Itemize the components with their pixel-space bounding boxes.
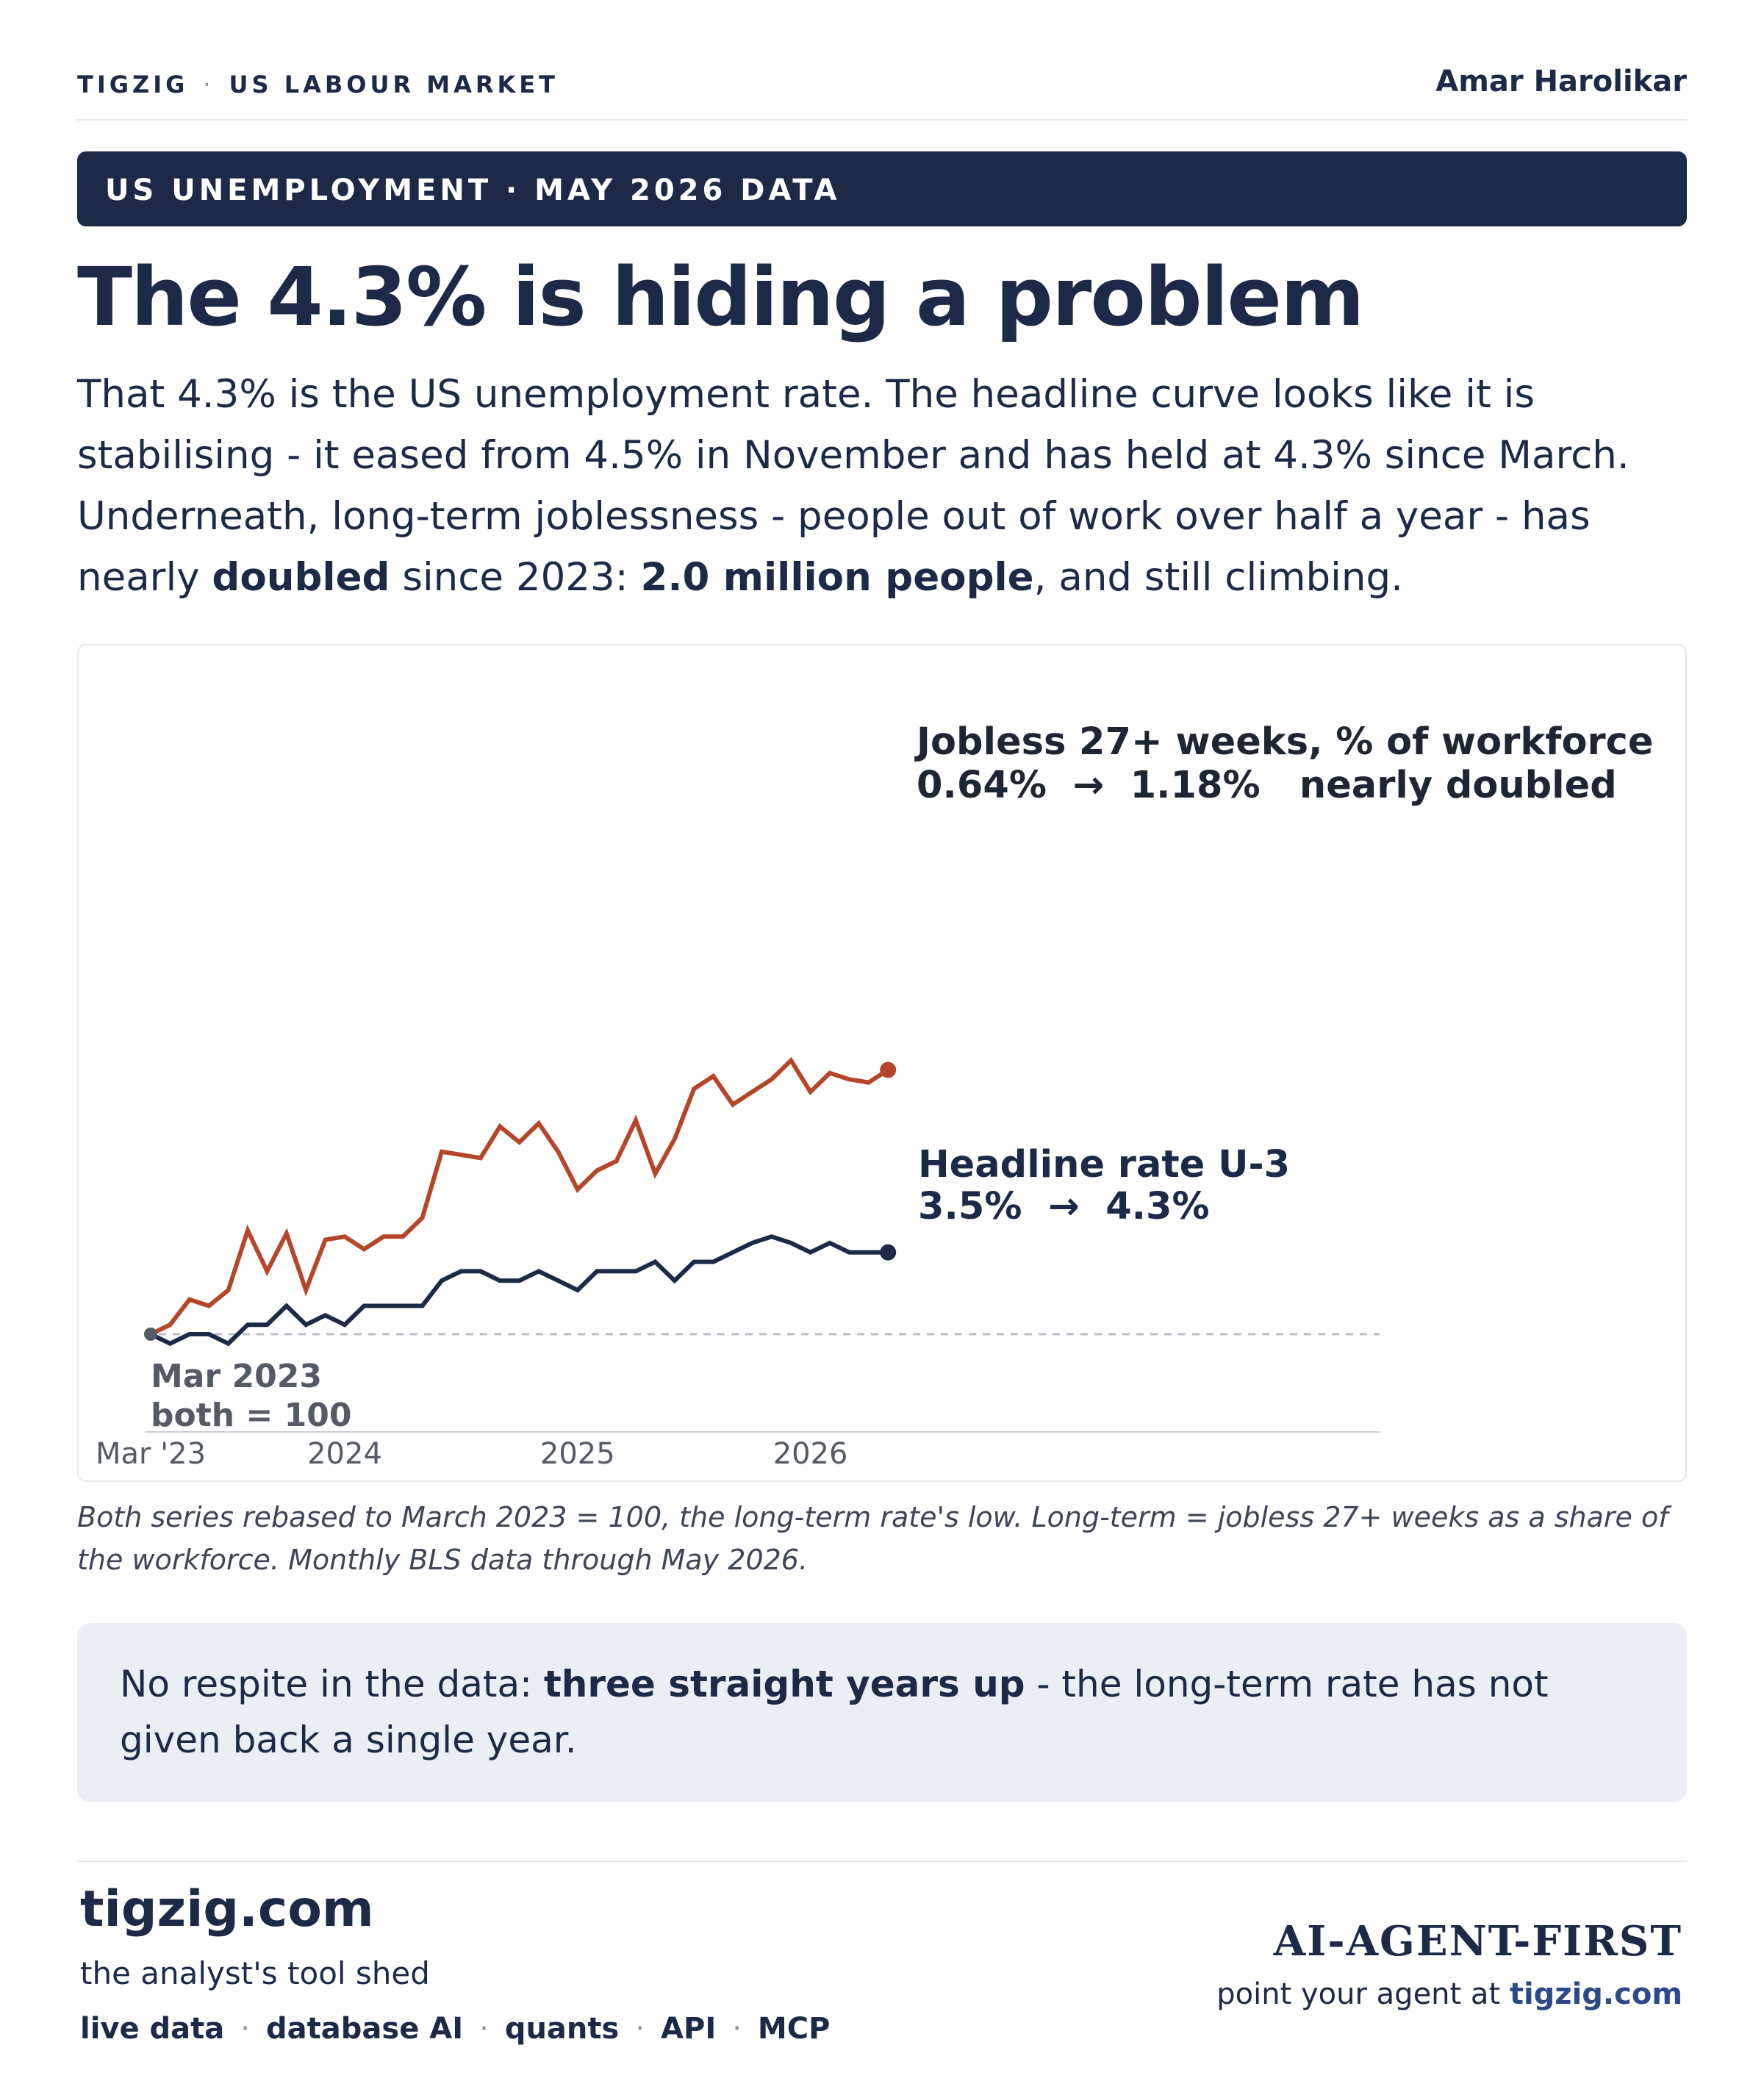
chart-card: Mar '23 2024 2025 2026 Mar 2023 both = 100 … <box>77 644 1687 1482</box>
topic-banner-text: US UNEMPLOYMENT · MAY 2026 DATA <box>105 173 841 207</box>
footer-link-live-data[interactable]: live data <box>80 2012 225 2046</box>
series-lines <box>148 1056 897 1347</box>
x-tick-label: 2025 <box>540 1437 615 1471</box>
x-tick-label: 2026 <box>773 1437 848 1471</box>
footer-link-api[interactable]: API <box>661 2012 717 2046</box>
top-bar: TIGZIG · US LABOUR MARKET Amar Harolikar <box>77 65 1687 103</box>
brand-name[interactable]: TIGZIG <box>77 71 189 99</box>
breadcrumb-separator: · <box>203 71 215 99</box>
series-end-point-long_term <box>880 1061 897 1078</box>
header-divider <box>77 119 1687 121</box>
topic-banner: US UNEMPLOYMENT · MAY 2026 DATA <box>77 151 1687 226</box>
baseline-start-dot <box>144 1328 157 1341</box>
long-term-label-line-2: 0.64% → 1.18% nearly doubled <box>917 764 1617 807</box>
footer-link-quants[interactable]: quants <box>504 2012 620 2046</box>
section-name[interactable]: US LABOUR MARKET <box>229 71 559 99</box>
x-tick-label: 2024 <box>307 1437 382 1471</box>
headline-label-line-2: 3.5% → 4.3% <box>918 1185 1210 1228</box>
footer-link-separator: · <box>732 2012 742 2046</box>
callout-box: No respite in the data: three straight y… <box>77 1623 1687 1802</box>
baseline-annotation-line-2: both = 100 <box>151 1397 351 1434</box>
long-term-label-line-1: Jobless 27+ weeks, % of workforce <box>914 720 1653 764</box>
agent-point-text: point your agent at tigzig.com <box>1216 1977 1682 2011</box>
brand-breadcrumb: TIGZIG · US LABOUR MARKET <box>77 71 559 99</box>
footer-link-separator: · <box>240 2012 251 2046</box>
footer-link-mcp[interactable]: MCP <box>757 2012 831 2046</box>
footer-link-database-ai[interactable]: database AI <box>266 2012 464 2046</box>
intro-bold-doubled: doubled <box>212 555 390 600</box>
line-chart: Mar '23 2024 2025 2026 Mar 2023 both = 100 … <box>96 720 1654 1471</box>
footer-tagline: the analyst's tool shed <box>80 1955 430 1991</box>
intro-text-1: That 4.3% is the US unemployment rate. T… <box>77 372 1629 600</box>
author-name: Amar Harolikar <box>1435 65 1687 99</box>
series-end-point-headline <box>880 1244 897 1261</box>
series-line-long_term <box>148 1056 891 1336</box>
chart-caption: Both series rebased to March 2023 = 100,… <box>77 1501 1668 1576</box>
footer-links: live data · database AI · quants · API · MCP <box>80 2012 830 2046</box>
intro-paragraph: That 4.3% is the US unemployment rate. T… <box>77 364 1687 608</box>
agent-point-prefix: point your agent at <box>1216 1977 1510 2011</box>
series-line-headline <box>148 1234 891 1347</box>
page-title: The 4.3% is hiding a problem <box>77 250 1365 344</box>
headline-label-line-1: Headline rate U-3 <box>918 1143 1290 1186</box>
callout-prefix: No respite in the data: <box>120 1663 544 1705</box>
callout-suffix: - the long-term rate has not given back … <box>120 1663 1549 1761</box>
agent-point-link[interactable]: tigzig.com <box>1509 1977 1682 2011</box>
footer-divider <box>77 1860 1687 1862</box>
intro-bold-people: 2.0 million people <box>640 555 1034 600</box>
intro-text-2: since 2023: <box>390 555 641 600</box>
footer-site-link[interactable]: tigzig.com <box>80 1880 374 1938</box>
callout-bold: three straight years up <box>543 1663 1025 1705</box>
callout-text: No respite in the data: three straight y… <box>120 1656 1627 1768</box>
footer-link-separator: · <box>635 2012 645 2046</box>
agent-first-heading: AI-AGENT-FIRST <box>1273 1917 1682 1966</box>
x-tick-label: Mar '23 <box>96 1437 206 1471</box>
intro-text-3: , and still climbing. <box>1033 555 1403 600</box>
footer-link-separator: · <box>479 2012 489 2046</box>
baseline-annotation-line-1: Mar 2023 <box>151 1358 322 1395</box>
x-axis-ticks: Mar '23 2024 2025 2026 <box>96 1437 848 1471</box>
